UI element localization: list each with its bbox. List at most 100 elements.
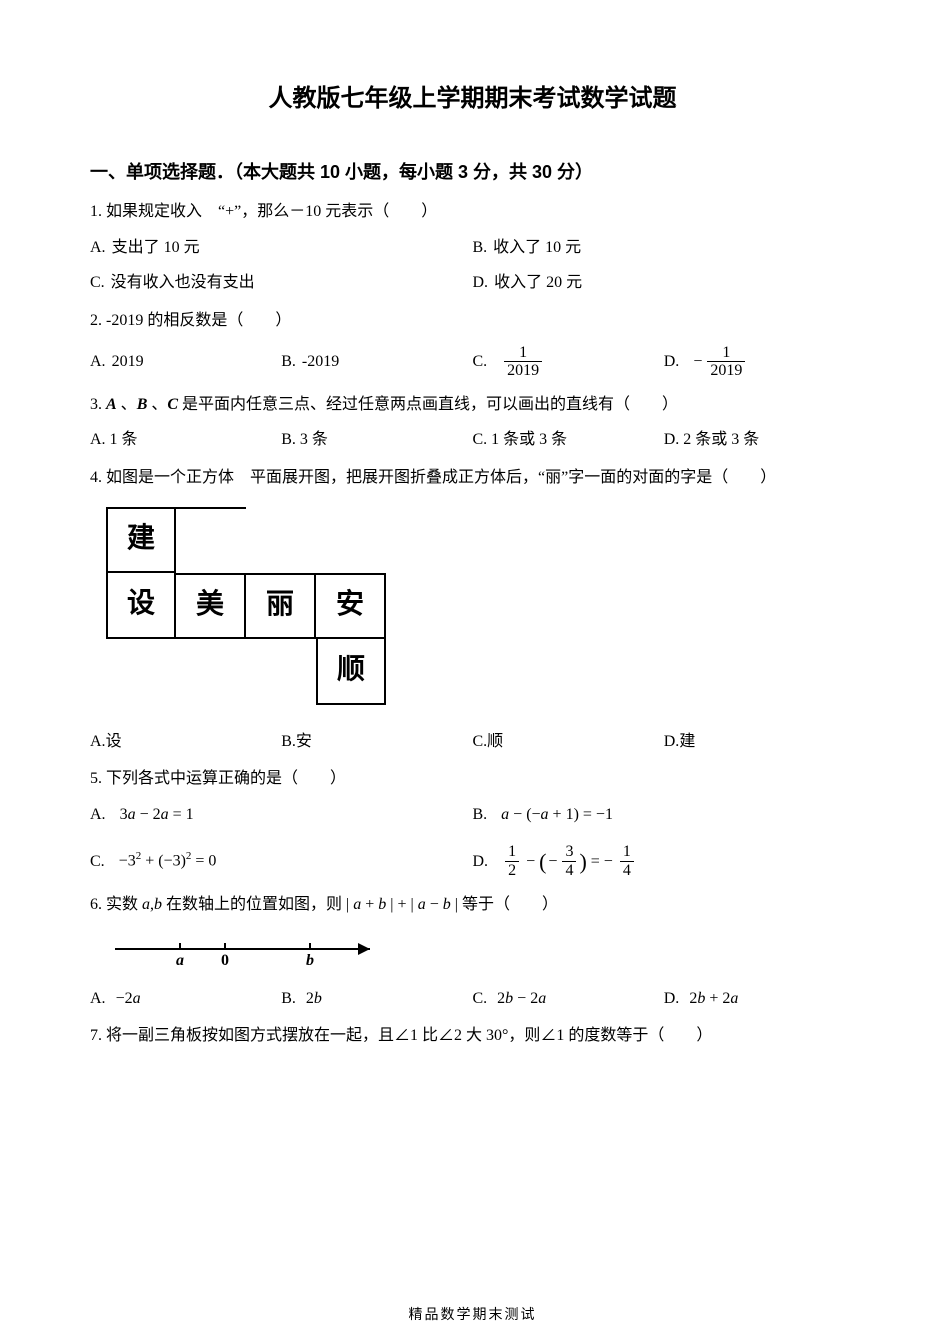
numline-a: a: [176, 952, 184, 969]
q6-post: 等于（ ）: [458, 896, 558, 913]
number-line-svg: a 0 b: [110, 929, 390, 969]
q2-d-num: 1: [707, 344, 745, 363]
q5-opt-d: D. 1 2 − ( − 3 4 ) = − 1 4: [473, 843, 856, 879]
q1-opt-d-label: D.: [473, 270, 489, 296]
q5-d-half-den: 2: [505, 862, 519, 880]
question-2: 2. -2019 的相反数是（ ） A. 2019 B. -2019 C. 1 …: [90, 308, 855, 380]
q6-c-label: C.: [473, 986, 488, 1012]
q4-d-label: D.: [664, 729, 680, 755]
q2-opt-c-frac: 1 2019: [504, 344, 542, 380]
q5-d-q: 1 4: [620, 843, 634, 879]
q6-b-2: 2: [306, 990, 314, 1007]
q6-a-label: A.: [90, 986, 106, 1012]
q5-a-label: A.: [90, 802, 106, 828]
q6-c-2b: 2: [497, 990, 505, 1007]
q2-opt-b-text: -2019: [302, 349, 339, 375]
q4-opt-b: B. 安: [281, 729, 472, 755]
q1-opt-b-label: B.: [473, 235, 488, 261]
q6-mid: 在数轴上的位置如图，则: [162, 896, 346, 913]
numline-0: 0: [221, 952, 229, 969]
q4-opt-c: C. 顺: [473, 729, 664, 755]
q2-opt-b-label: B.: [281, 349, 296, 375]
q4-b-text: 安: [296, 729, 312, 755]
q4-stem: 4. 如图是一个正方体 平面展开图，把展开图折叠成正方体后，“丽”字一面的对面的…: [90, 465, 855, 491]
q6-a-expr: −2a: [116, 986, 141, 1012]
q5-c-label: C.: [90, 849, 105, 875]
cube-cell-1: 建: [106, 507, 176, 573]
q3-opt-a: A. 1 条: [90, 427, 281, 453]
cube-spacer: [246, 639, 316, 705]
cube-cell-4: 丽: [246, 573, 316, 639]
q5-d-q-den: 4: [620, 862, 634, 880]
q5-d-half: 1 2: [505, 843, 519, 879]
q5-d-expr: 1 2 − ( − 3 4 ) = − 1 4: [502, 843, 637, 879]
q1-opt-d-text: 收入了 20 元: [494, 270, 582, 296]
q1-opt-b: B. 收入了 10 元: [473, 235, 856, 261]
q5-opt-a: A. 3a − 2a = 1: [90, 802, 473, 828]
q6-c-b: b: [505, 990, 513, 1007]
q6-abs-expr: | a + b | + | a − b |: [346, 896, 458, 913]
q6-d-expr: 2b + 2a: [689, 986, 738, 1012]
q5-a-2: 2: [153, 806, 161, 823]
q6-pre: 6. 实数: [90, 896, 142, 913]
cube-cell-5: 安: [316, 573, 386, 639]
q1-stem: 1. 如果规定收入 “+”，那么－10 元表示（ ）: [90, 199, 855, 225]
q1-opt-a: A. 支出了 10 元: [90, 235, 473, 261]
q2-c-num: 1: [504, 344, 542, 363]
q5-opt-b: B. a − (−a + 1) = −1: [473, 802, 856, 828]
q2-opt-b: B. -2019: [281, 349, 472, 375]
q5-c-eq: = 0: [191, 853, 216, 870]
q6-d-a: a: [730, 990, 738, 1007]
number-line-diagram: a 0 b: [110, 929, 855, 978]
q6-c-m2: − 2: [513, 990, 538, 1007]
q6-d-label-opt: D.: [664, 986, 680, 1012]
q7-stem: 7. 将一副三角板按如图方式摆放在一起，且∠1 比∠2 大 30°，则∠1 的度…: [90, 1023, 855, 1049]
q4-c-label: C.: [473, 729, 488, 755]
q6-a-neg2: −2: [116, 990, 133, 1007]
q3-mid2: 、: [147, 396, 167, 413]
q6-a: a: [142, 896, 150, 913]
q6-b: b: [154, 896, 162, 913]
q5-c-plus: + (−3): [141, 853, 186, 870]
q5-d-half-num: 1: [505, 843, 519, 862]
question-6: 6. 实数 a,b 在数轴上的位置如图，则 | a + b | + | a − …: [90, 892, 855, 1012]
q6-c-expr: 2b − 2a: [497, 986, 546, 1012]
q3-B: B: [137, 396, 148, 413]
question-5: 5. 下列各式中运算正确的是（ ） A. 3a − 2a = 1 B. a − …: [90, 766, 855, 879]
q1-opt-c-label: C.: [90, 270, 105, 296]
q4-d-text: 建: [679, 729, 695, 755]
numline-b: b: [306, 952, 314, 969]
q6-opt-c: C. 2b − 2a: [473, 986, 664, 1012]
q5-stem: 5. 下列各式中运算正确的是（ ）: [90, 766, 855, 792]
q5-c-m3a: −3: [119, 853, 136, 870]
q5-a-expr: 3a − 2a = 1: [120, 802, 194, 828]
q3-stem: 3. A 、B 、C 是平面内任意三点、经过任意两点画直线，可以画出的直线有（ …: [90, 392, 855, 418]
q6-b-label-opt: B.: [281, 986, 296, 1012]
q5-d-three-num: 3: [562, 843, 576, 862]
q4-c-text: 顺: [487, 729, 503, 755]
q2-opt-a: A. 2019: [90, 349, 281, 375]
minus-icon: −: [693, 349, 702, 375]
cube-cell-2: 设: [106, 573, 176, 639]
question-4: 4. 如图是一个正方体 平面展开图，把展开图折叠成正方体后，“丽”字一面的对面的…: [90, 465, 855, 754]
q6-opt-a: A. −2a: [90, 986, 281, 1012]
q2-opt-c: C. 1 2019: [473, 344, 664, 380]
q5-d-three: 3 4: [562, 843, 576, 879]
cube-net-diagram: 建 设 美 丽 安 顺: [106, 507, 855, 705]
q5-c-expr: −32 + (−3)2 = 0: [119, 848, 217, 874]
q3-A: A: [106, 396, 117, 413]
q2-opt-a-text: 2019: [112, 349, 144, 375]
q5-d-three-den: 4: [562, 862, 576, 880]
q2-stem: 2. -2019 的相反数是（ ）: [90, 308, 855, 334]
q2-opt-d: D. − 1 2019: [664, 344, 855, 380]
q1-opt-c-text: 没有收入也没有支出: [111, 270, 255, 296]
q5-b-a2: a: [541, 806, 549, 823]
q6-c-a: a: [538, 990, 546, 1007]
q4-opt-a: A. 设: [90, 729, 281, 755]
q4-b-label: B.: [281, 729, 296, 755]
q2-opt-c-label: C.: [473, 349, 488, 375]
q3-mid1: 、: [117, 396, 137, 413]
q3-opt-d: D. 2 条或 3 条: [664, 427, 855, 453]
q4-a-label: A.: [90, 729, 106, 755]
q6-b-expr: 2b: [306, 986, 322, 1012]
